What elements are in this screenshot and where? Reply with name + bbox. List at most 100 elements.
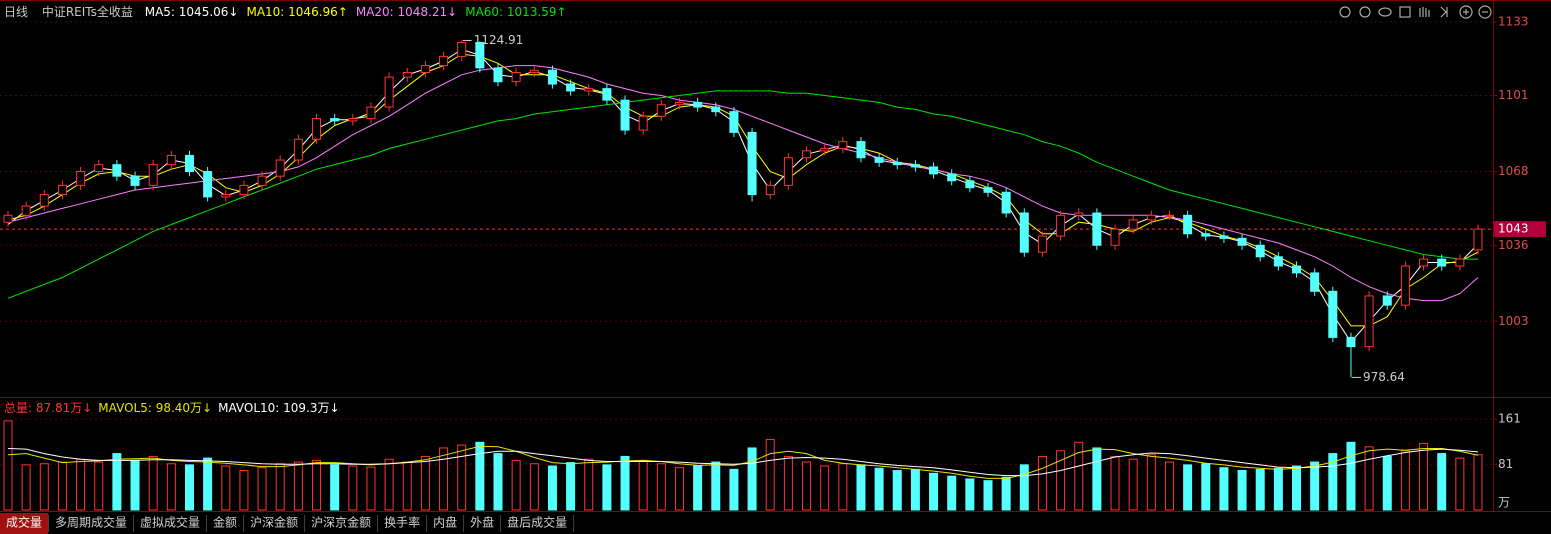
volume-bar: [203, 457, 213, 511]
volume-bar: [1364, 446, 1374, 511]
tab-label: 换手率: [384, 515, 420, 530]
candle-body: [820, 148, 830, 152]
candle-body: [1419, 258, 1429, 267]
volume-bar: [1310, 461, 1320, 511]
icon-zoom-out[interactable]: [1478, 5, 1492, 19]
volume-bar: [1001, 476, 1011, 511]
candle-body: [874, 157, 884, 163]
candle-body: [1092, 212, 1102, 246]
volume-bar: [1110, 455, 1120, 511]
y-tick-label: 161: [1498, 412, 1521, 426]
icon-cursor[interactable]: [1440, 6, 1448, 18]
candle-body: [729, 111, 739, 133]
candle-body: [1019, 212, 1029, 253]
tab[interactable]: 换手率: [378, 513, 428, 534]
icon-zoom-in[interactable]: [1459, 5, 1473, 19]
tab-label: 成交量: [6, 515, 42, 530]
volume-bar: [602, 464, 612, 511]
tab-background: [244, 513, 305, 534]
volume-bar: [402, 461, 412, 511]
tab[interactable]: 内盘: [427, 513, 465, 534]
volume-legend: 总量: 87.81万↓ MAVOL5: 98.40万↓ MAVOL10: 109.3…: [4, 401, 340, 415]
candle-body: [947, 173, 957, 182]
tab[interactable]: 成交量: [0, 513, 50, 534]
icon-box[interactable]: [1399, 6, 1411, 18]
candle-body: [293, 138, 303, 161]
tab[interactable]: 盘后成交量: [501, 513, 575, 534]
price-legend: 日线 中证REITs全收益 MA5: 1045.06↓ MA10: 1046.96…: [4, 4, 567, 19]
candle-body: [892, 161, 902, 166]
volume-bar: [566, 462, 576, 511]
volume-bar: [1382, 455, 1392, 511]
volume-bar: [693, 465, 703, 511]
volume-bar: [1346, 441, 1356, 511]
candle-body: [765, 184, 775, 196]
tab[interactable]: 沪深金额: [244, 513, 306, 534]
volume-bar: [820, 465, 830, 511]
tab[interactable]: 金额: [207, 513, 245, 534]
candle-body: [203, 171, 213, 198]
icon-eye[interactable]: [1378, 7, 1392, 17]
candle-body: [221, 194, 231, 198]
candle-body: [166, 154, 176, 166]
volume-bar: [1437, 453, 1447, 511]
candle-body: [711, 106, 721, 113]
tab-label: 沪深金额: [250, 515, 298, 530]
candle-body: [838, 141, 848, 150]
volume-bar: [76, 458, 86, 511]
icon-settings[interactable]: [1339, 6, 1351, 18]
y-tick-label: 1036: [1498, 238, 1529, 252]
moving-average: [7, 53, 1479, 327]
icon-hand[interactable]: [1419, 7, 1430, 17]
tab[interactable]: 外盘: [464, 513, 502, 534]
candle-body: [1455, 258, 1465, 267]
volume-bar: [638, 459, 648, 511]
candle-body: [1056, 214, 1066, 237]
volume-bar: [293, 461, 303, 511]
current-price-label: 1043: [1498, 222, 1529, 236]
volume-bar: [584, 458, 594, 511]
candle-body: [1146, 214, 1156, 221]
annotation: 1124.91: [474, 33, 524, 47]
candle-body: [1183, 214, 1193, 235]
volume-bar: [747, 447, 757, 511]
candle-body: [130, 175, 140, 186]
volume-bar: [1164, 461, 1174, 511]
volume-bar: [674, 467, 684, 511]
candle-body: [693, 101, 703, 108]
volume-bar: [439, 447, 449, 511]
candle-body: [312, 118, 322, 140]
candle-body: [384, 76, 394, 108]
volume-bar: [1219, 467, 1229, 511]
volume-bar: [1201, 463, 1211, 511]
candle-body: [1328, 290, 1338, 338]
volume-bar: [1455, 457, 1465, 511]
candle-body: [1310, 272, 1320, 292]
volume-bar: [547, 465, 557, 511]
candle-body: [910, 164, 920, 168]
legend-entry: MAVOL5: 98.40万↓: [98, 401, 212, 415]
volume-bar: [130, 459, 140, 511]
volume-bar: [366, 466, 376, 511]
tab[interactable]: 沪深京金额: [305, 513, 379, 534]
tab[interactable]: 多周期成交量: [49, 513, 135, 534]
tab-label: 金额: [213, 515, 237, 530]
tab-label: 沪深京金额: [311, 515, 371, 530]
candle-body: [602, 88, 612, 101]
tab[interactable]: 虚拟成交量: [134, 513, 208, 534]
volume-bar: [1128, 458, 1138, 511]
candle-body: [1074, 212, 1084, 216]
icon-gear[interactable]: [1359, 6, 1371, 18]
volume-bar: [929, 472, 939, 511]
volume-bar: [947, 475, 957, 511]
tab-background: [49, 513, 134, 534]
candle-body: [1037, 235, 1047, 253]
volume-bar: [729, 468, 739, 511]
volume-bar: [1419, 442, 1429, 511]
volume-bar: [275, 463, 285, 511]
candle-body: [457, 42, 467, 57]
tab-background: [207, 513, 244, 534]
volume-bar: [656, 463, 666, 511]
